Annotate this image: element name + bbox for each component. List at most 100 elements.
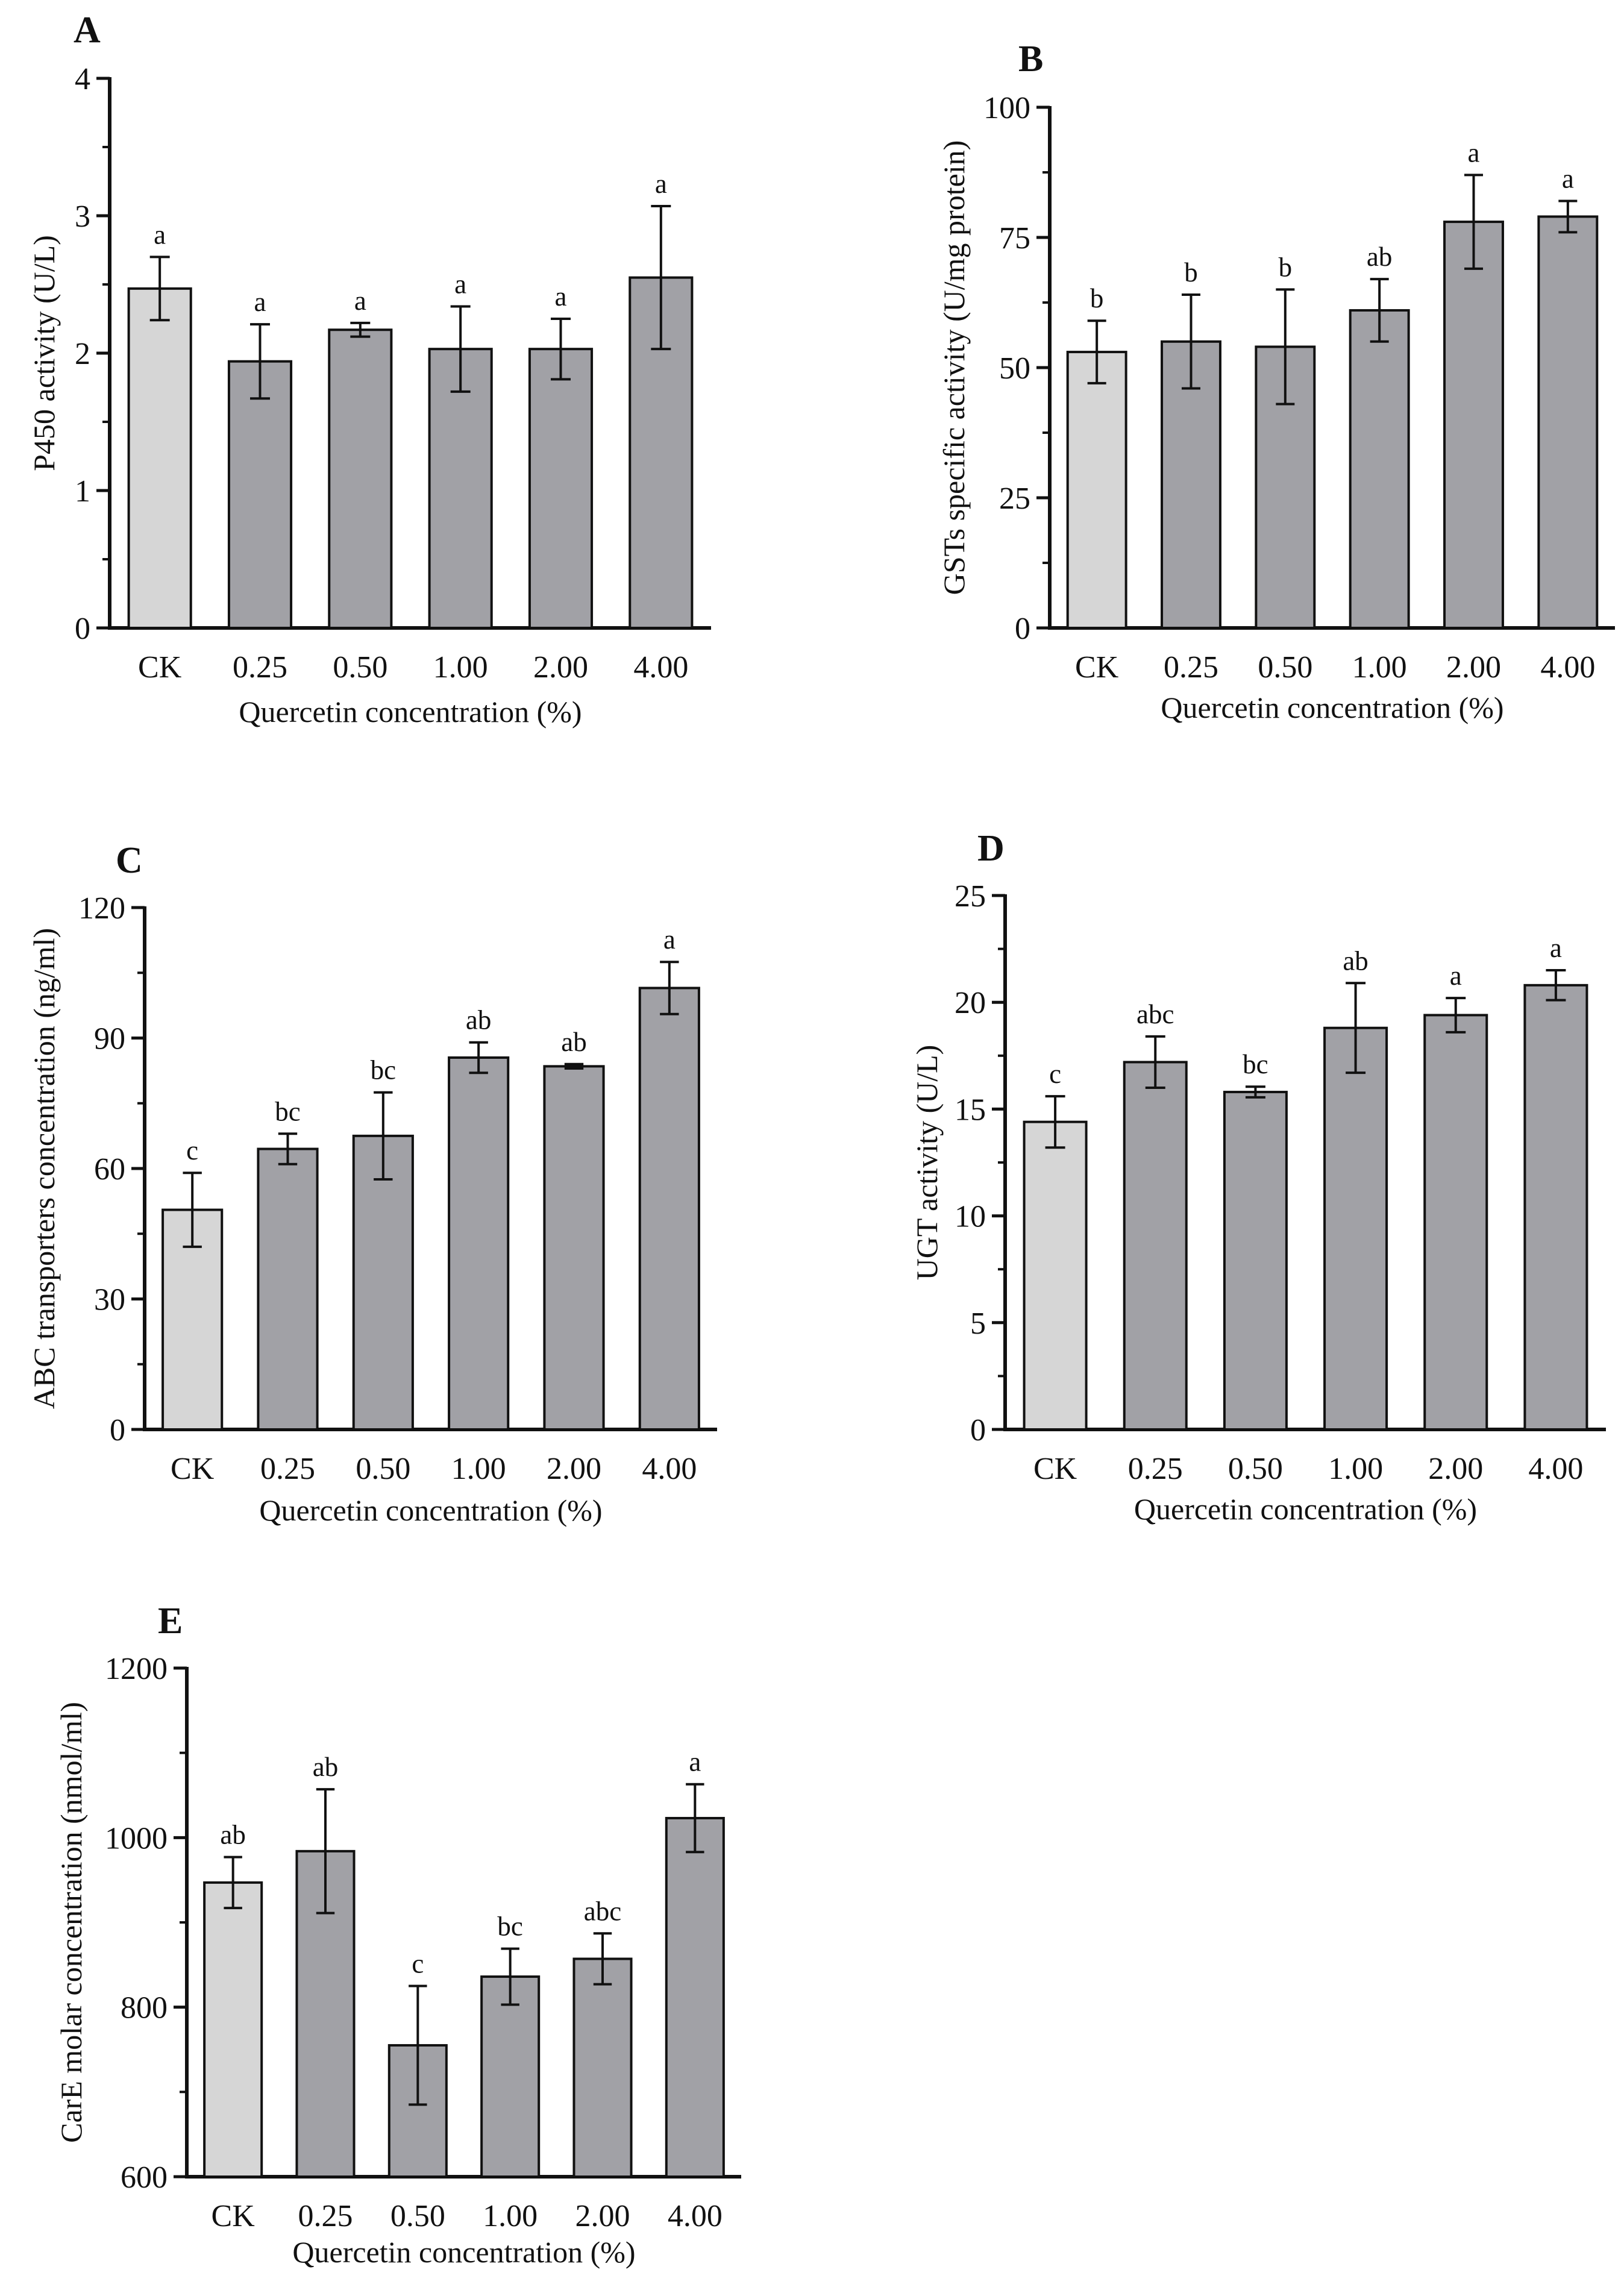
x-tick-label: CK bbox=[212, 2199, 256, 2233]
y-axis-title: P450 activity (U/L) bbox=[27, 235, 61, 471]
bar-0.50 bbox=[328, 328, 393, 629]
panel-d: D 0 5 10 15 20 25 c CK abc 0.25 bc 0.50 ab 1.00 a 2.00 a 4… bbox=[910, 828, 1606, 1526]
x-tick-label: 0.25 bbox=[1164, 650, 1218, 685]
y-tick-label: 120 bbox=[78, 891, 125, 926]
x-tick-label: 0.25 bbox=[1128, 1452, 1183, 1486]
significance-label: a bbox=[1550, 933, 1562, 963]
x-tick-label: 1.00 bbox=[1328, 1452, 1383, 1486]
significance-label: a bbox=[1562, 164, 1574, 194]
bar-4.00 bbox=[1523, 983, 1588, 1431]
x-tick-label: 2.00 bbox=[1446, 650, 1501, 685]
significance-label: b bbox=[1184, 257, 1198, 287]
x-tick-label: 1.00 bbox=[483, 2199, 538, 2233]
bar-4.00 bbox=[638, 987, 700, 1431]
y-tick-label: 60 bbox=[94, 1152, 125, 1187]
significance-label: a bbox=[663, 924, 676, 955]
x-axis-title: Quercetin concentration (%) bbox=[1161, 691, 1503, 724]
x-tick-label: 4.00 bbox=[668, 2199, 723, 2233]
y-tick-label: 1000 bbox=[105, 1821, 168, 1856]
bar-0.25 bbox=[227, 360, 293, 629]
y-tick-label: 0 bbox=[75, 612, 90, 646]
bar-CK bbox=[203, 1881, 263, 2179]
bar-1.00 bbox=[448, 1056, 510, 1431]
significance-label: ab bbox=[466, 1005, 491, 1035]
y-axis-title: GSTs specific activity (U/mg protein) bbox=[937, 140, 971, 595]
y-tick-label: 100 bbox=[983, 91, 1030, 125]
bar-2.00 bbox=[543, 1065, 605, 1431]
x-axis-title: Quercetin concentration (%) bbox=[292, 2235, 635, 2269]
panel-letter: B bbox=[1018, 39, 1043, 80]
y-tick-label: 20 bbox=[955, 986, 986, 1020]
bar-0.25 bbox=[1123, 1061, 1188, 1431]
significance-label: a bbox=[254, 287, 266, 317]
panel-b: B 0 25 50 75 100 b CK b 0.25 b 0.50 ab 1.00 a 2.00 a 4.00… bbox=[937, 39, 1615, 724]
x-tick-label: 2.00 bbox=[547, 1452, 601, 1486]
significance-label: ab bbox=[313, 1752, 338, 1782]
x-tick-label: 4.00 bbox=[1528, 1452, 1583, 1486]
significance-label: c bbox=[412, 1949, 424, 1979]
y-axis-title: CarE molar concentration (nmol/ml) bbox=[54, 1702, 88, 2143]
y-tick-label: 0 bbox=[970, 1413, 986, 1448]
bar-0.50 bbox=[352, 1134, 414, 1431]
bar-1.00 bbox=[1323, 1026, 1388, 1431]
significance-label: bc bbox=[371, 1055, 396, 1085]
significance-label: a bbox=[354, 286, 366, 316]
x-tick-label: 2.00 bbox=[575, 2199, 630, 2233]
panel-letter: A bbox=[74, 10, 101, 51]
y-tick-label: 1 bbox=[75, 474, 90, 509]
x-tick-label: 1.00 bbox=[451, 1452, 506, 1486]
significance-label: c bbox=[1049, 1059, 1061, 1089]
bar-CK bbox=[1023, 1120, 1088, 1431]
panel-e: E 600 800 1000 1200 ab CK ab 0.25 c 0.50 bc 1.00 abc 2… bbox=[54, 1601, 741, 2269]
x-tick-label: 2.00 bbox=[1428, 1452, 1483, 1486]
y-tick-label: 4 bbox=[75, 62, 90, 96]
panel-letter: E bbox=[158, 1601, 183, 1642]
significance-label: bc bbox=[497, 1912, 522, 1942]
y-tick-label: 75 bbox=[999, 221, 1030, 256]
significance-label: a bbox=[655, 169, 667, 199]
y-axis-title: ABC transporters concentration (ng/ml) bbox=[27, 928, 61, 1409]
x-tick-label: 0.50 bbox=[333, 650, 387, 685]
bar-CK bbox=[1066, 351, 1127, 630]
x-tick-label: 0.25 bbox=[233, 650, 287, 685]
significance-label: ab bbox=[1343, 946, 1368, 976]
x-tick-label: 2.00 bbox=[533, 650, 588, 685]
x-tick-label: 0.50 bbox=[356, 1452, 410, 1486]
significance-label: b bbox=[1090, 283, 1104, 313]
bar-2.00 bbox=[1423, 1014, 1488, 1431]
bar-4.00 bbox=[665, 1816, 725, 2178]
panel-c: C 0 30 60 90 120 c CK bc 0.25 bc 0.50 ab 1.00 ab 2.00 a 4… bbox=[27, 840, 717, 1527]
x-tick-label: 0.25 bbox=[298, 2199, 353, 2233]
y-tick-label: 25 bbox=[955, 879, 986, 914]
y-tick-label: 3 bbox=[75, 199, 90, 234]
significance-label: a bbox=[154, 219, 166, 249]
y-tick-label: 90 bbox=[94, 1022, 125, 1056]
x-tick-label: 0.50 bbox=[390, 2199, 445, 2233]
significance-label: ab bbox=[561, 1027, 586, 1057]
x-tick-label: 4.00 bbox=[1540, 650, 1595, 685]
significance-label: ab bbox=[220, 1820, 245, 1850]
y-tick-label: 10 bbox=[955, 1200, 986, 1234]
significance-label: bc bbox=[275, 1096, 300, 1126]
significance-label: a bbox=[1468, 137, 1480, 168]
bar-1.00 bbox=[428, 348, 493, 629]
bar-1.00 bbox=[480, 1975, 541, 2178]
bar-2.00 bbox=[528, 348, 594, 629]
x-axis-title: Quercetin concentration (%) bbox=[259, 1493, 602, 1527]
significance-label: ab bbox=[1367, 242, 1392, 272]
y-axis-title: UGT activity (U/L) bbox=[910, 1045, 944, 1281]
significance-label: abc bbox=[1136, 999, 1174, 1029]
significance-label: c bbox=[186, 1135, 198, 1165]
y-tick-label: 2 bbox=[75, 337, 90, 371]
x-tick-label: 4.00 bbox=[642, 1452, 697, 1486]
panel-letter: C bbox=[116, 840, 143, 881]
x-axis-title: Quercetin concentration (%) bbox=[1134, 1492, 1477, 1526]
x-tick-label: 0.25 bbox=[260, 1452, 315, 1486]
bar-2.00 bbox=[572, 1957, 633, 2178]
bar-4.00 bbox=[1537, 215, 1599, 629]
bar-1.00 bbox=[1349, 309, 1410, 629]
y-tick-label: 15 bbox=[955, 1093, 986, 1127]
x-tick-label: CK bbox=[1033, 1452, 1077, 1486]
significance-label: b bbox=[1279, 252, 1293, 282]
panel-letter: D bbox=[977, 828, 1005, 869]
